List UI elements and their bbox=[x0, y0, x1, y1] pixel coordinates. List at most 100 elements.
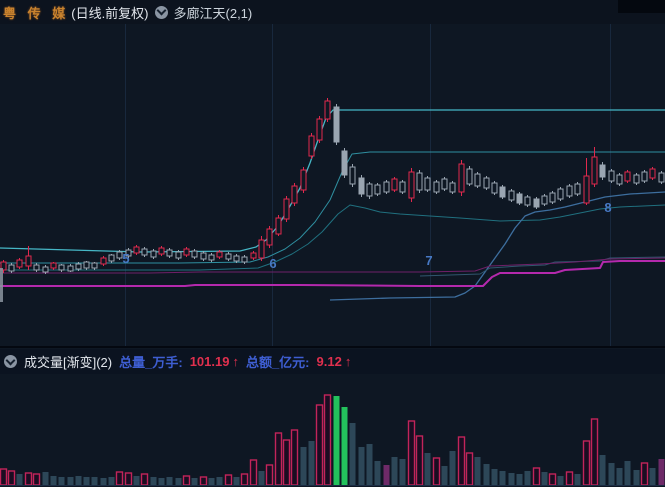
volume-bar bbox=[333, 396, 340, 485]
volume-bar bbox=[282, 439, 291, 486]
candle bbox=[358, 177, 365, 195]
volume-header-bar: 成交量[渐变](2) 总量_万手: 101.19 ↑ 总额_亿元: 9.12 ↑ bbox=[0, 349, 665, 374]
month-label: 8 bbox=[604, 200, 611, 215]
volume-bar bbox=[83, 477, 90, 485]
volume-bar bbox=[608, 463, 615, 485]
volume-bar bbox=[16, 474, 23, 485]
volume-indicator-label[interactable]: 成交量[渐变](2) bbox=[24, 355, 113, 370]
candle bbox=[316, 118, 323, 141]
indicator-line-mid-support bbox=[0, 204, 665, 271]
volume-bar bbox=[449, 451, 456, 485]
volume-bar bbox=[249, 459, 258, 486]
volume-bar bbox=[166, 477, 173, 485]
volume-bar bbox=[499, 471, 506, 485]
volume-bar bbox=[649, 468, 656, 485]
candle bbox=[583, 175, 590, 204]
volume-axis-line bbox=[0, 485, 665, 486]
candle bbox=[424, 177, 431, 191]
volume-bar bbox=[208, 478, 215, 485]
volume-bar bbox=[565, 471, 574, 486]
volume-bar bbox=[233, 477, 240, 485]
volume-bar bbox=[399, 459, 406, 485]
volume-bar bbox=[441, 466, 448, 485]
candle bbox=[141, 248, 148, 256]
volume-bar bbox=[300, 447, 307, 485]
candle bbox=[175, 251, 182, 259]
overlay-indicator-label[interactable]: 多廊江天(2,1) bbox=[173, 5, 253, 21]
volume-bar bbox=[182, 475, 191, 486]
candle bbox=[483, 177, 490, 189]
candle bbox=[33, 264, 40, 271]
candle bbox=[541, 195, 548, 205]
volume-bar bbox=[633, 470, 640, 485]
indicator-line-second-band bbox=[0, 151, 665, 264]
volume-bar bbox=[100, 478, 107, 485]
candle bbox=[275, 217, 282, 235]
candle bbox=[241, 256, 248, 263]
candle bbox=[433, 181, 440, 193]
candle bbox=[150, 250, 157, 258]
volume-bar bbox=[424, 453, 431, 485]
total-volume-value: 101.19 bbox=[189, 354, 230, 369]
candle bbox=[8, 264, 15, 272]
volume-bar bbox=[32, 473, 41, 486]
volume-chevron-down-icon[interactable] bbox=[4, 355, 17, 368]
volume-bar bbox=[274, 432, 283, 486]
candle bbox=[608, 170, 615, 182]
candle bbox=[158, 247, 165, 255]
volume-bar bbox=[582, 440, 591, 486]
candle bbox=[383, 181, 390, 193]
volume-bar bbox=[108, 477, 115, 485]
candle bbox=[466, 168, 473, 185]
candle bbox=[291, 185, 298, 204]
candle bbox=[549, 192, 556, 203]
candle bbox=[491, 182, 498, 194]
candle bbox=[42, 266, 49, 273]
volume-bar bbox=[24, 472, 33, 486]
candle bbox=[258, 239, 265, 259]
volume-bar bbox=[191, 478, 198, 485]
volume-bar bbox=[240, 473, 249, 486]
volume-bar bbox=[50, 476, 57, 485]
volume-bar bbox=[265, 464, 274, 486]
candle bbox=[108, 254, 115, 262]
month-label: 7 bbox=[425, 253, 432, 268]
candle bbox=[566, 185, 573, 197]
volume-bar bbox=[407, 420, 416, 486]
volume-bar bbox=[175, 478, 182, 485]
candle bbox=[641, 171, 648, 182]
volume-bar bbox=[42, 472, 49, 485]
volume-bar bbox=[124, 472, 133, 486]
candle bbox=[349, 166, 356, 185]
total-amount-up-arrow-icon: ↑ bbox=[344, 354, 352, 369]
stock-name-label[interactable]: 粤 传 媒 bbox=[3, 5, 70, 21]
volume-bar bbox=[541, 472, 548, 485]
candle bbox=[633, 174, 640, 184]
month-label: 5 bbox=[122, 251, 129, 266]
candle bbox=[324, 100, 331, 120]
indicator-line-rising-steel bbox=[329, 191, 665, 301]
volume-bar bbox=[574, 474, 581, 485]
volume-bar bbox=[308, 441, 315, 485]
candle bbox=[308, 135, 315, 157]
volume-bar bbox=[557, 476, 564, 485]
volume-bar bbox=[315, 404, 324, 486]
candle bbox=[25, 255, 32, 267]
candle bbox=[458, 163, 465, 193]
volume-bar bbox=[524, 471, 531, 485]
chevron-down-icon[interactable] bbox=[154, 5, 168, 19]
candle bbox=[624, 171, 631, 182]
candle bbox=[399, 181, 406, 193]
chart-header-bar: 粤 传 媒 (日线.前复权) 多廊江天(2,1) bbox=[0, 0, 665, 24]
volume-bar bbox=[508, 473, 515, 485]
candle bbox=[508, 190, 515, 201]
candle bbox=[133, 246, 140, 254]
candle bbox=[67, 265, 74, 272]
candle bbox=[533, 198, 540, 208]
candle bbox=[183, 248, 190, 256]
volume-bar bbox=[67, 477, 74, 485]
panel-divider[interactable] bbox=[0, 346, 665, 348]
volume-bar bbox=[391, 457, 398, 485]
